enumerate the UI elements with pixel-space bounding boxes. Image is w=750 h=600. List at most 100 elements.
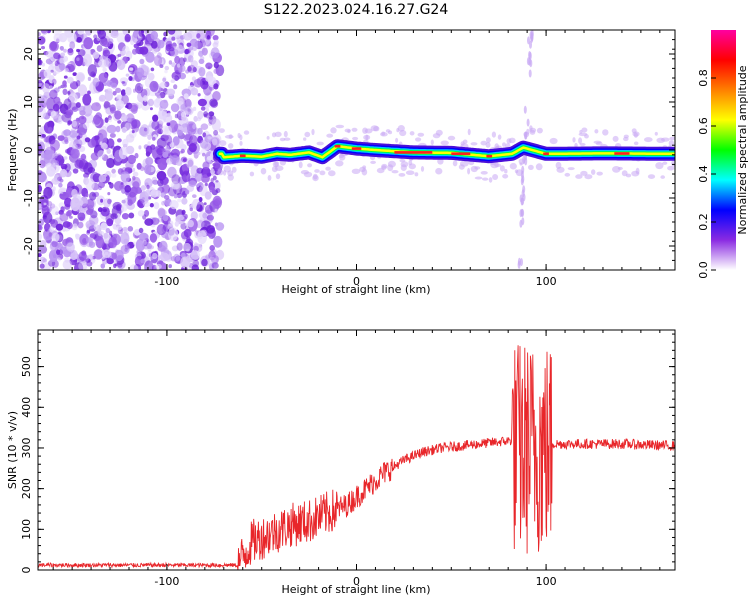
noise-blob (68, 93, 78, 103)
noise-blob (50, 139, 60, 151)
ridge-halo (328, 170, 336, 177)
noise-blob (178, 125, 184, 130)
noise-blob (115, 225, 122, 231)
noise-blob (84, 137, 91, 143)
ridge-halo (497, 134, 502, 140)
noise-blob (135, 238, 146, 252)
noise-blob (115, 125, 121, 133)
noise-blob (124, 185, 131, 193)
noise-blob (38, 32, 41, 37)
noise-blob (82, 93, 92, 106)
noise-blob (175, 44, 184, 51)
noise-blob (176, 242, 183, 251)
noise-blob (174, 221, 179, 227)
noise-blob (114, 249, 124, 262)
noise-blob (187, 219, 194, 228)
noise-blob (78, 251, 87, 261)
noise-blob (147, 98, 154, 107)
noise-blob (60, 191, 64, 194)
noise-blob (140, 84, 144, 88)
ridge-halo (631, 170, 640, 177)
noise-blob (110, 213, 118, 220)
noise-blob (164, 146, 171, 154)
noise-blob (202, 161, 210, 170)
noise-blob (131, 119, 141, 129)
ridge-peak (394, 151, 433, 154)
noise-blob (213, 161, 221, 170)
artifact-streak (530, 31, 534, 40)
noise-blob (172, 136, 180, 146)
noise-blob (41, 205, 50, 216)
noise-blob (212, 175, 217, 181)
ridge-halo (491, 131, 496, 138)
noise-blob (136, 162, 142, 170)
ridge-halo (415, 137, 422, 142)
noise-blob (181, 197, 188, 205)
noise-blob (138, 232, 149, 242)
ridge-halo (272, 161, 279, 167)
ridge-halo (391, 170, 399, 174)
noise-blob (46, 162, 53, 171)
noise-blob (97, 150, 105, 159)
noise-blob (213, 61, 219, 69)
ridge-peak (614, 152, 630, 155)
noise-blob (72, 72, 77, 76)
noise-blob (125, 86, 132, 96)
noise-blob (202, 132, 207, 138)
noise-blob (149, 80, 159, 92)
noise-blob (78, 261, 88, 270)
noise-blob (157, 39, 165, 49)
noise-blob (188, 143, 197, 153)
colorbar-label: Normalized spectral amplitude (736, 65, 749, 234)
noise-blob (209, 98, 218, 107)
snr-x-ticks: -100 0 100 (52, 330, 661, 588)
noise-blob (128, 76, 133, 81)
noise-blob (127, 192, 137, 204)
noise-blob (78, 115, 87, 125)
noise-blob (157, 209, 167, 217)
noise-blob (38, 202, 42, 209)
noise-blob (211, 173, 215, 176)
noise-blob (157, 58, 164, 66)
noise-blob (52, 103, 60, 112)
noise-blob (140, 258, 146, 264)
ridge-halo (514, 169, 519, 173)
ridge-halo (564, 172, 571, 177)
noise-blob (59, 213, 69, 222)
noise-blob (44, 142, 50, 148)
ridge-halo (409, 131, 415, 136)
noise-blob (125, 161, 134, 169)
artifact-streak (520, 258, 523, 267)
noise-blob (166, 122, 171, 126)
noise-blob (168, 60, 173, 65)
noise-blob (132, 171, 139, 177)
noise-blob (177, 198, 182, 203)
ridge-halo (660, 175, 665, 179)
spectrogram-ridge (213, 30, 675, 269)
noise-blob (85, 220, 96, 230)
ridge-halo (304, 131, 311, 138)
noise-blob (151, 40, 158, 49)
y-tick-label: 300 (20, 437, 33, 458)
spectrogram-x-label: Height of straight line (km) (281, 283, 430, 296)
ridge-halo (283, 130, 288, 138)
noise-blob (139, 46, 149, 55)
noise-blob (102, 49, 111, 57)
noise-blob (52, 232, 60, 242)
ridge-halo (283, 137, 291, 141)
noise-blob (198, 50, 204, 57)
noise-blob (92, 51, 100, 59)
artifact-streak (519, 219, 523, 228)
ridge-halo (617, 166, 623, 170)
colorbar-ticks: 0.0 0.2 0.4 0.6 0.8 (697, 69, 716, 279)
noise-blob (190, 211, 198, 221)
noise-blob (93, 34, 98, 39)
noise-blob (106, 258, 114, 265)
y-tick-label: 400 (20, 397, 33, 418)
ridge-halo (227, 170, 234, 177)
noise-blob (121, 199, 126, 204)
ridge-halo (365, 134, 369, 141)
noise-blob (200, 40, 206, 48)
noise-blob (155, 263, 162, 270)
noise-blob (60, 46, 64, 51)
